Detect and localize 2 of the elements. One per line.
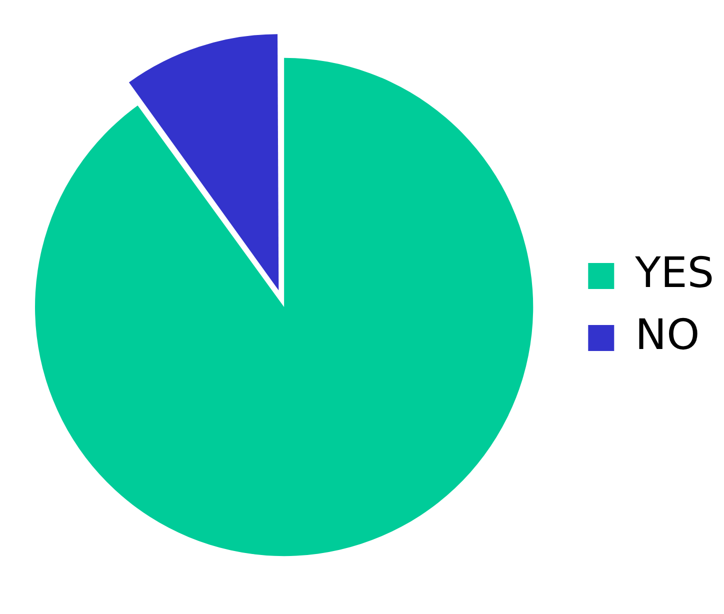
legend-label: YES xyxy=(634,248,714,297)
legend-label: NO xyxy=(635,310,700,359)
